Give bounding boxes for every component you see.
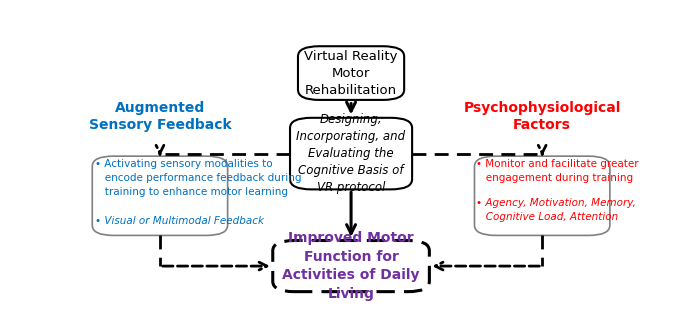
Text: Designing,
Incorporating, and
Evaluating the
Cognitive Basis of
VR protocol: Designing, Incorporating, and Evaluating… [297, 113, 406, 194]
Text: Augmented
Sensory Feedback: Augmented Sensory Feedback [88, 101, 232, 132]
FancyBboxPatch shape [298, 46, 404, 100]
FancyBboxPatch shape [475, 156, 610, 235]
FancyBboxPatch shape [273, 240, 429, 291]
Text: • Visual or Multimodal Feedback: • Visual or Multimodal Feedback [95, 216, 264, 226]
FancyBboxPatch shape [92, 156, 227, 235]
Text: • Agency, Motivation, Memory,
   Cognitive Load, Attention: • Agency, Motivation, Memory, Cognitive … [476, 198, 636, 222]
Text: Psychophysiological
Factors: Psychophysiological Factors [464, 101, 621, 132]
Text: • Monitor and facilitate greater
   engagement during training: • Monitor and facilitate greater engagem… [476, 159, 638, 183]
Text: Virtual Reality
Motor
Rehabilitation: Virtual Reality Motor Rehabilitation [304, 49, 398, 97]
FancyBboxPatch shape [290, 118, 412, 189]
Text: Improved Motor
Function for
Activities of Daily
Living: Improved Motor Function for Activities o… [282, 231, 420, 301]
Text: • Activating sensory modalities to
   encode performance feedback during
   trai: • Activating sensory modalities to encod… [95, 159, 301, 197]
